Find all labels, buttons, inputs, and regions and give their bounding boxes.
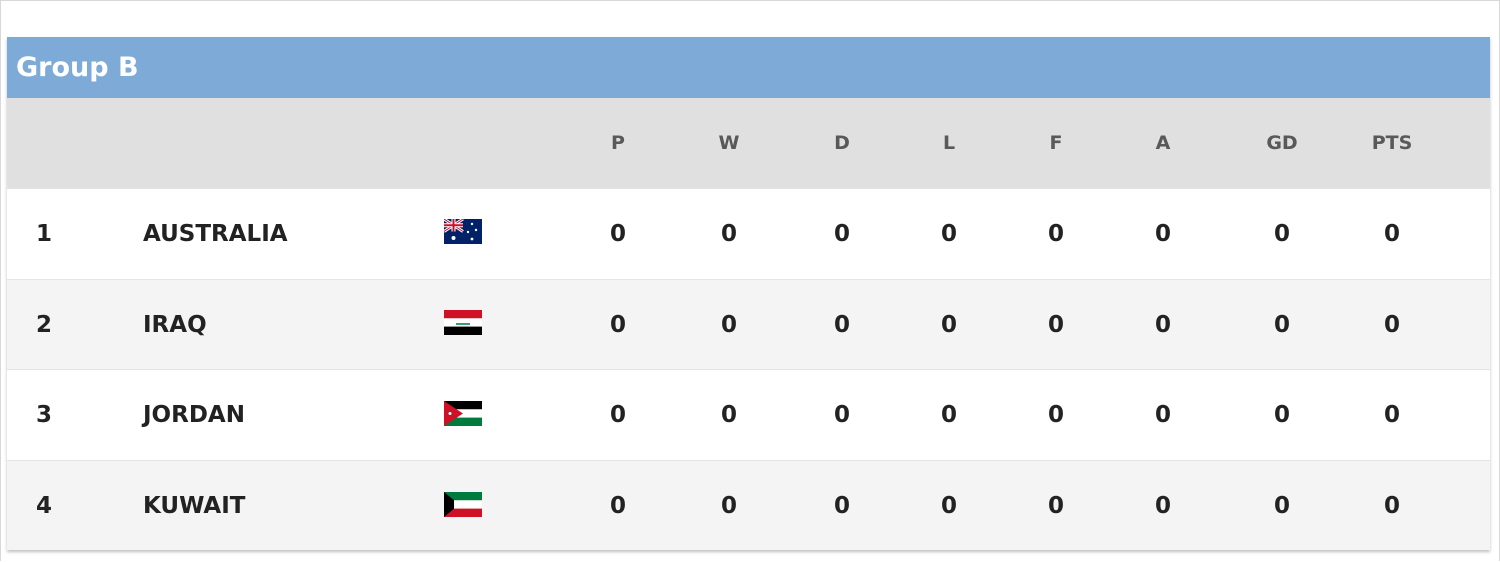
stat: 0 — [1154, 221, 1172, 247]
stat: 0 — [940, 402, 958, 428]
stat: 0 — [720, 221, 738, 247]
title-bar: Group B — [7, 37, 1490, 98]
stat: 0 — [1047, 311, 1065, 338]
stat: 0 — [1383, 402, 1401, 428]
flag-jordan — [444, 401, 482, 426]
stat: 0 — [940, 311, 958, 338]
team-row: 3 JORDAN 0 0 0 0 0 0 0 0 — [7, 369, 1490, 459]
standings-card: Group B P W D L F A GD PTS 1 AUSTRALIA 0 0 0 0 0 0 0 0 2 I… — [7, 37, 1490, 550]
stat: 0 — [833, 221, 851, 247]
flag-iraq — [444, 310, 482, 335]
stat: 0 — [833, 492, 851, 519]
stat: 0 — [1154, 402, 1172, 428]
stat: 0 — [1273, 402, 1291, 428]
stat: 0 — [1154, 311, 1172, 338]
stat: 0 — [609, 221, 627, 247]
stat: 0 — [720, 492, 738, 519]
team-name: JORDAN — [143, 402, 245, 428]
stat: 0 — [1383, 311, 1401, 338]
stat: 0 — [1047, 221, 1065, 247]
flag-kuwait — [444, 492, 482, 517]
rank: 4 — [35, 492, 53, 519]
column-header: PTS — [1371, 132, 1413, 154]
column-header: P — [611, 132, 625, 154]
column-header: A — [1155, 132, 1171, 154]
stat: 0 — [1273, 492, 1291, 519]
column-header: W — [718, 132, 740, 154]
rank: 1 — [35, 221, 53, 247]
stat: 0 — [833, 311, 851, 338]
stat: 0 — [1154, 492, 1172, 519]
column-header: F — [1049, 132, 1063, 154]
stat: 0 — [1383, 492, 1401, 519]
stat: 0 — [720, 402, 738, 428]
stat: 0 — [1047, 492, 1065, 519]
stat: 0 — [833, 402, 851, 428]
flag-australia — [444, 219, 482, 244]
stat: 0 — [1273, 221, 1291, 247]
rank: 3 — [35, 402, 53, 428]
stat: 0 — [1383, 221, 1401, 247]
team-row: 4 KUWAIT 0 0 0 0 0 0 0 0 — [7, 459, 1490, 550]
stat: 0 — [1047, 402, 1065, 428]
stat: 0 — [609, 402, 627, 428]
stat: 0 — [609, 311, 627, 338]
stat: 0 — [609, 492, 627, 519]
rank: 2 — [35, 311, 53, 338]
team-row: 1 AUSTRALIA 0 0 0 0 0 0 0 0 — [7, 188, 1490, 278]
team-name: IRAQ — [143, 311, 207, 338]
header-row: P W D L F A GD PTS — [7, 98, 1490, 188]
team-name: KUWAIT — [143, 492, 246, 519]
stat: 0 — [720, 311, 738, 338]
team-name: AUSTRALIA — [143, 221, 288, 247]
stat: 0 — [1273, 311, 1291, 338]
column-header: GD — [1266, 132, 1298, 154]
group-title: Group B — [16, 52, 139, 83]
stat: 0 — [940, 221, 958, 247]
column-header: D — [834, 132, 850, 154]
team-row: 2 IRAQ 0 0 0 0 0 0 0 0 — [7, 278, 1490, 369]
stat: 0 — [940, 492, 958, 519]
column-header: L — [942, 132, 956, 154]
